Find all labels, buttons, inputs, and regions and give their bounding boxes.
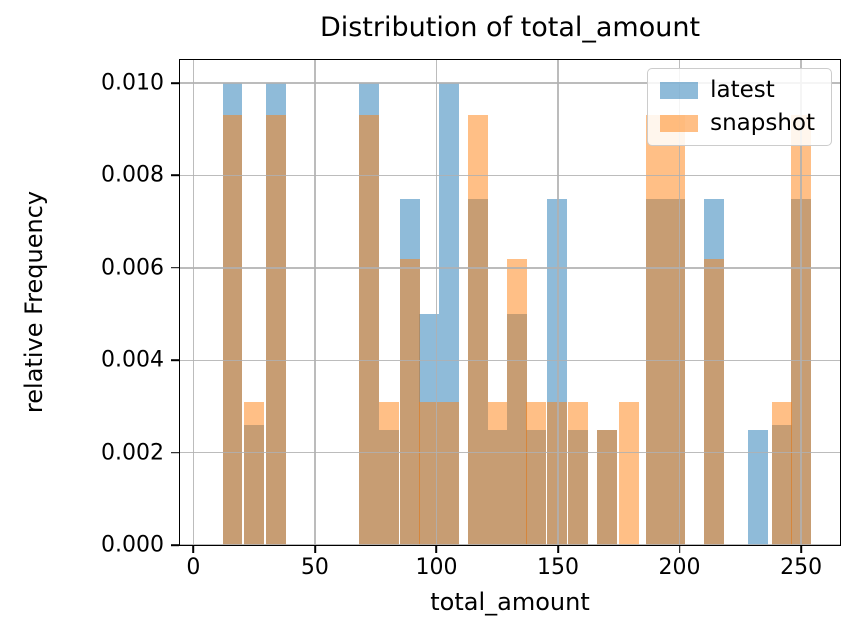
histogram-bar-snapshot <box>438 401 459 545</box>
histogram-bar-snapshot <box>379 401 400 545</box>
histogram-bar-snapshot <box>526 401 547 545</box>
histogram-bar-snapshot <box>222 115 243 545</box>
histogram-bar-snapshot <box>596 429 617 545</box>
histogram-bar-snapshot <box>664 115 685 545</box>
gridline-vertical <box>435 60 438 545</box>
y-tick-mark <box>171 267 179 269</box>
y-tick-label: 0.002 <box>101 440 164 466</box>
histogram-bar-snapshot <box>358 115 379 545</box>
histogram-bar-snapshot <box>771 401 792 545</box>
x-tick-mark <box>192 545 195 553</box>
histogram-bar-snapshot <box>506 258 527 545</box>
x-tick-mark <box>314 545 316 553</box>
gridline-vertical <box>557 60 559 545</box>
plot-area: latest snapshot 0.000 0.002 0.004 0.006 0.00… <box>101 59 841 580</box>
histogram-bar-snapshot <box>400 258 420 545</box>
gridline-horizontal <box>180 82 840 84</box>
y-axis-label: relative Frequency <box>20 190 48 414</box>
x-tick-label: 100 <box>415 555 458 580</box>
gridline-vertical <box>192 60 195 545</box>
gridline-vertical <box>314 60 316 545</box>
x-tick-label: 50 <box>300 555 329 580</box>
x-tick-label: 200 <box>658 555 701 580</box>
y-tick-mark <box>171 544 179 546</box>
gridline-vertical <box>800 60 802 545</box>
y-tick-mark <box>171 82 179 84</box>
legend-entry-latest: latest <box>660 79 815 102</box>
gridline-horizontal <box>180 451 840 454</box>
gridline-horizontal <box>180 359 840 361</box>
histogram-bar-snapshot <box>547 401 567 545</box>
gridline-horizontal <box>180 174 840 177</box>
legend-swatch-latest <box>660 82 699 99</box>
gridline-horizontal <box>180 267 840 269</box>
x-axis-label: total_amount <box>430 588 590 616</box>
y-tick-label: 0.010 <box>101 70 164 96</box>
histogram-bar-snapshot <box>468 115 488 545</box>
legend-swatch-snapshot <box>660 115 699 132</box>
y-tick-mark <box>171 451 179 454</box>
legend-label-latest: latest <box>710 77 775 103</box>
y-tick-mark <box>171 359 179 362</box>
x-tick-label: 150 <box>537 555 579 580</box>
chart-title: Distribution of total_amount <box>319 12 701 43</box>
histogram-bar-snapshot <box>618 401 639 545</box>
legend-label-snapshot: snapshot <box>710 110 815 136</box>
y-tick-label: 0.000 <box>101 532 164 558</box>
x-tick-mark <box>557 545 559 553</box>
histogram-bar-snapshot <box>645 115 666 545</box>
histogram-bar-latest <box>747 429 768 545</box>
x-tick-label: 250 <box>780 555 823 580</box>
histogram-bar-snapshot <box>703 258 724 545</box>
x-tick-mark <box>435 545 438 553</box>
legend-entry-snapshot: snapshot <box>660 112 815 135</box>
histogram-bar-snapshot <box>244 401 265 545</box>
y-tick-label: 0.004 <box>101 347 164 373</box>
y-tick-label: 0.006 <box>101 255 164 281</box>
histogram-bar-snapshot <box>567 401 588 545</box>
x-tick-mark <box>678 545 681 553</box>
histogram-bar-snapshot <box>419 401 440 545</box>
x-tick-mark <box>800 545 802 553</box>
y-tick-mark <box>171 174 179 177</box>
y-tick-label: 0.008 <box>101 162 164 188</box>
legend: latest snapshot <box>647 68 832 146</box>
gridline-horizontal <box>180 544 840 546</box>
gridline-vertical <box>678 60 681 545</box>
histogram-bar-snapshot <box>266 115 287 545</box>
histogram-bar-snapshot <box>487 401 508 545</box>
x-tick-label: 0 <box>186 555 201 580</box>
